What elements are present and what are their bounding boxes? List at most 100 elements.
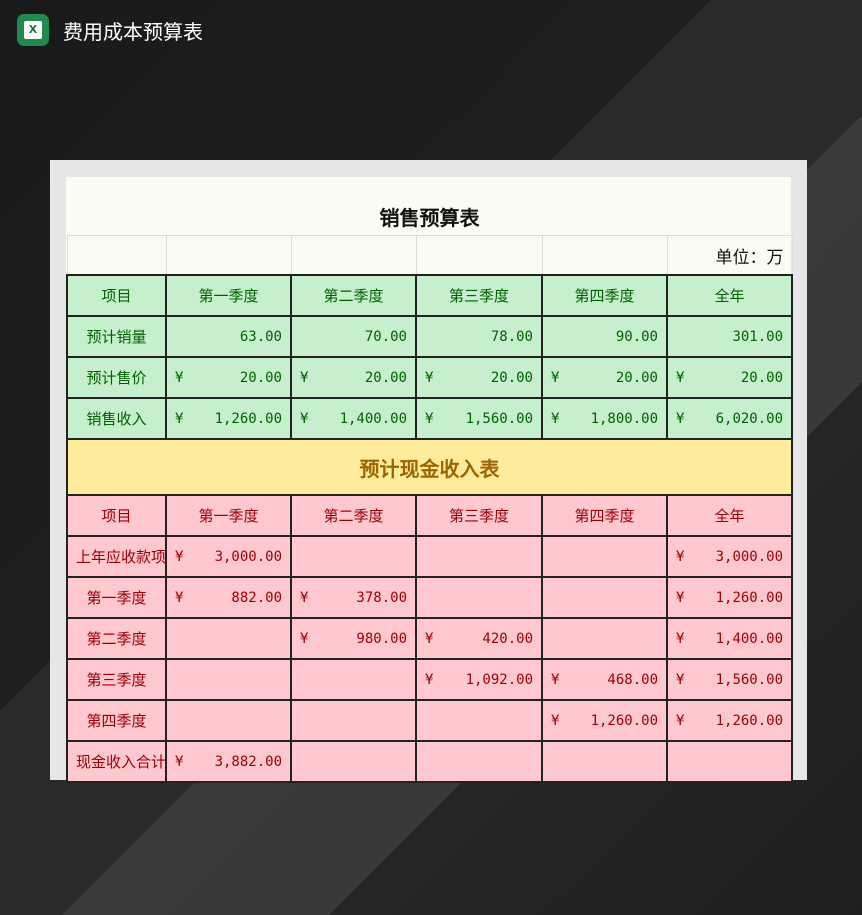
- column-header[interactable]: 第二季度: [290, 274, 417, 317]
- cell-value: 20.00: [490, 369, 533, 386]
- currency-symbol: ¥: [425, 369, 434, 386]
- empty-cell[interactable]: [66, 235, 167, 276]
- value-cell[interactable]: ¥1,260.00: [665, 576, 794, 619]
- value-cell[interactable]: ¥20.00: [541, 356, 668, 399]
- value-cell[interactable]: [541, 576, 668, 619]
- column-header[interactable]: 全年: [665, 494, 794, 537]
- value-cell[interactable]: 90.00: [541, 315, 668, 358]
- value-cell[interactable]: [165, 699, 292, 742]
- column-header[interactable]: 第三季度: [415, 494, 543, 537]
- cell-value: 20.00: [239, 369, 282, 386]
- value-cell[interactable]: ¥20.00: [415, 356, 543, 399]
- value-cell[interactable]: [165, 658, 292, 701]
- value-cell[interactable]: ¥468.00: [541, 658, 668, 701]
- value-cell[interactable]: [290, 699, 417, 742]
- sales-title[interactable]: 销售预算表: [379, 206, 480, 230]
- currency-symbol: ¥: [300, 589, 309, 606]
- value-cell[interactable]: ¥1,092.00: [415, 658, 543, 701]
- column-header[interactable]: 第四季度: [541, 274, 668, 317]
- value-cell[interactable]: ¥1,260.00: [165, 397, 292, 440]
- value-cell[interactable]: ¥1,260.00: [665, 699, 794, 742]
- value-cell[interactable]: ¥1,260.00: [541, 699, 668, 742]
- column-header[interactable]: 第三季度: [415, 274, 543, 317]
- cash-row: 第三季度 ¥1,092.00 ¥468.00 ¥1,560.00: [66, 658, 794, 701]
- row-label[interactable]: 第三季度: [66, 658, 167, 701]
- value-cell[interactable]: ¥6,020.00: [665, 397, 794, 440]
- column-header[interactable]: 项目: [66, 274, 167, 317]
- column-header[interactable]: 项目: [66, 494, 167, 537]
- value-cell[interactable]: ¥20.00: [290, 356, 417, 399]
- value-cell[interactable]: 301.00: [665, 315, 794, 358]
- cash-row: 第二季度 ¥980.00 ¥420.00 ¥1,400.00: [66, 617, 794, 660]
- value-cell[interactable]: [165, 617, 292, 660]
- cell-value: 378.00: [356, 589, 407, 606]
- value-cell[interactable]: ¥980.00: [290, 617, 417, 660]
- cell-value: 63.00: [239, 328, 282, 345]
- currency-symbol: ¥: [300, 410, 309, 427]
- currency-symbol: ¥: [175, 369, 184, 386]
- value-cell[interactable]: [541, 740, 668, 783]
- value-cell[interactable]: ¥1,400.00: [290, 397, 417, 440]
- value-cell[interactable]: [541, 535, 668, 578]
- value-cell[interactable]: [665, 740, 794, 783]
- value-cell[interactable]: 70.00: [290, 315, 417, 358]
- value-cell[interactable]: [415, 740, 543, 783]
- value-cell[interactable]: ¥3,000.00: [165, 535, 292, 578]
- cell-value: 882.00: [231, 589, 282, 606]
- value-cell[interactable]: ¥1,800.00: [541, 397, 668, 440]
- row-label[interactable]: 预计售价: [66, 356, 167, 399]
- empty-cell[interactable]: [165, 235, 292, 276]
- cell-value: 3,882.00: [214, 753, 282, 770]
- cash-title-row: 预计现金收入表: [65, 438, 794, 496]
- row-label[interactable]: 第一季度: [66, 576, 167, 619]
- row-label[interactable]: 第四季度: [66, 699, 167, 742]
- cash-title[interactable]: 预计现金收入表: [65, 438, 794, 496]
- cell-value: 980.00: [356, 630, 407, 647]
- value-cell[interactable]: [415, 576, 543, 619]
- row-label[interactable]: 销售收入: [66, 397, 167, 440]
- value-cell[interactable]: ¥1,560.00: [665, 658, 794, 701]
- value-cell[interactable]: ¥420.00: [415, 617, 543, 660]
- value-cell[interactable]: [290, 535, 417, 578]
- empty-cell[interactable]: [290, 235, 417, 276]
- cell-value: 90.00: [615, 328, 658, 345]
- currency-symbol: ¥: [425, 630, 434, 647]
- value-cell[interactable]: ¥882.00: [165, 576, 292, 619]
- cash-header-row: 项目 第一季度 第二季度 第三季度 第四季度 全年: [66, 494, 794, 537]
- column-header[interactable]: 第二季度: [290, 494, 417, 537]
- currency-symbol: ¥: [300, 369, 309, 386]
- sales-header-row: 项目 第一季度 第二季度 第三季度 第四季度 全年: [66, 274, 794, 317]
- row-label[interactable]: 上年应收款项: [66, 535, 167, 578]
- value-cell[interactable]: ¥1,400.00: [665, 617, 794, 660]
- value-cell[interactable]: ¥3,000.00: [665, 535, 794, 578]
- empty-cell[interactable]: [415, 235, 543, 276]
- currency-symbol: ¥: [676, 369, 685, 386]
- value-cell[interactable]: ¥20.00: [165, 356, 292, 399]
- column-header[interactable]: 全年: [665, 274, 794, 317]
- value-cell[interactable]: ¥20.00: [665, 356, 794, 399]
- row-label[interactable]: 预计销量: [66, 315, 167, 358]
- value-cell[interactable]: [290, 740, 417, 783]
- sheet-panel: 销售预算表 单位：万 项目 第一季度 第二季度 第三季度 第四季度 全年 预计销量 63.00 70…: [50, 160, 807, 783]
- value-cell[interactable]: [290, 658, 417, 701]
- value-cell[interactable]: ¥378.00: [290, 576, 417, 619]
- column-header[interactable]: 第一季度: [165, 494, 292, 537]
- currency-symbol: ¥: [175, 548, 184, 565]
- unit-label[interactable]: 单位：万: [666, 235, 793, 276]
- row-label[interactable]: 第二季度: [66, 617, 167, 660]
- value-cell[interactable]: [541, 617, 668, 660]
- row-label[interactable]: 现金收入合计: [66, 740, 167, 783]
- value-cell[interactable]: 78.00: [415, 315, 543, 358]
- value-cell[interactable]: [415, 535, 543, 578]
- empty-cell[interactable]: [541, 235, 668, 276]
- sales-row: 销售收入 ¥1,260.00 ¥1,400.00 ¥1,560.00 ¥1,800.00…: [66, 397, 794, 440]
- cell-value: 1,092.00: [465, 671, 533, 688]
- value-cell[interactable]: 63.00: [165, 315, 292, 358]
- excel-icon: X: [17, 14, 49, 46]
- cash-row: 上年应收款项 ¥3,000.00 ¥3,000.00: [66, 535, 794, 578]
- column-header[interactable]: 第四季度: [541, 494, 668, 537]
- value-cell[interactable]: ¥3,882.00: [165, 740, 292, 783]
- value-cell[interactable]: ¥1,560.00: [415, 397, 543, 440]
- column-header[interactable]: 第一季度: [165, 274, 292, 317]
- value-cell[interactable]: [415, 699, 543, 742]
